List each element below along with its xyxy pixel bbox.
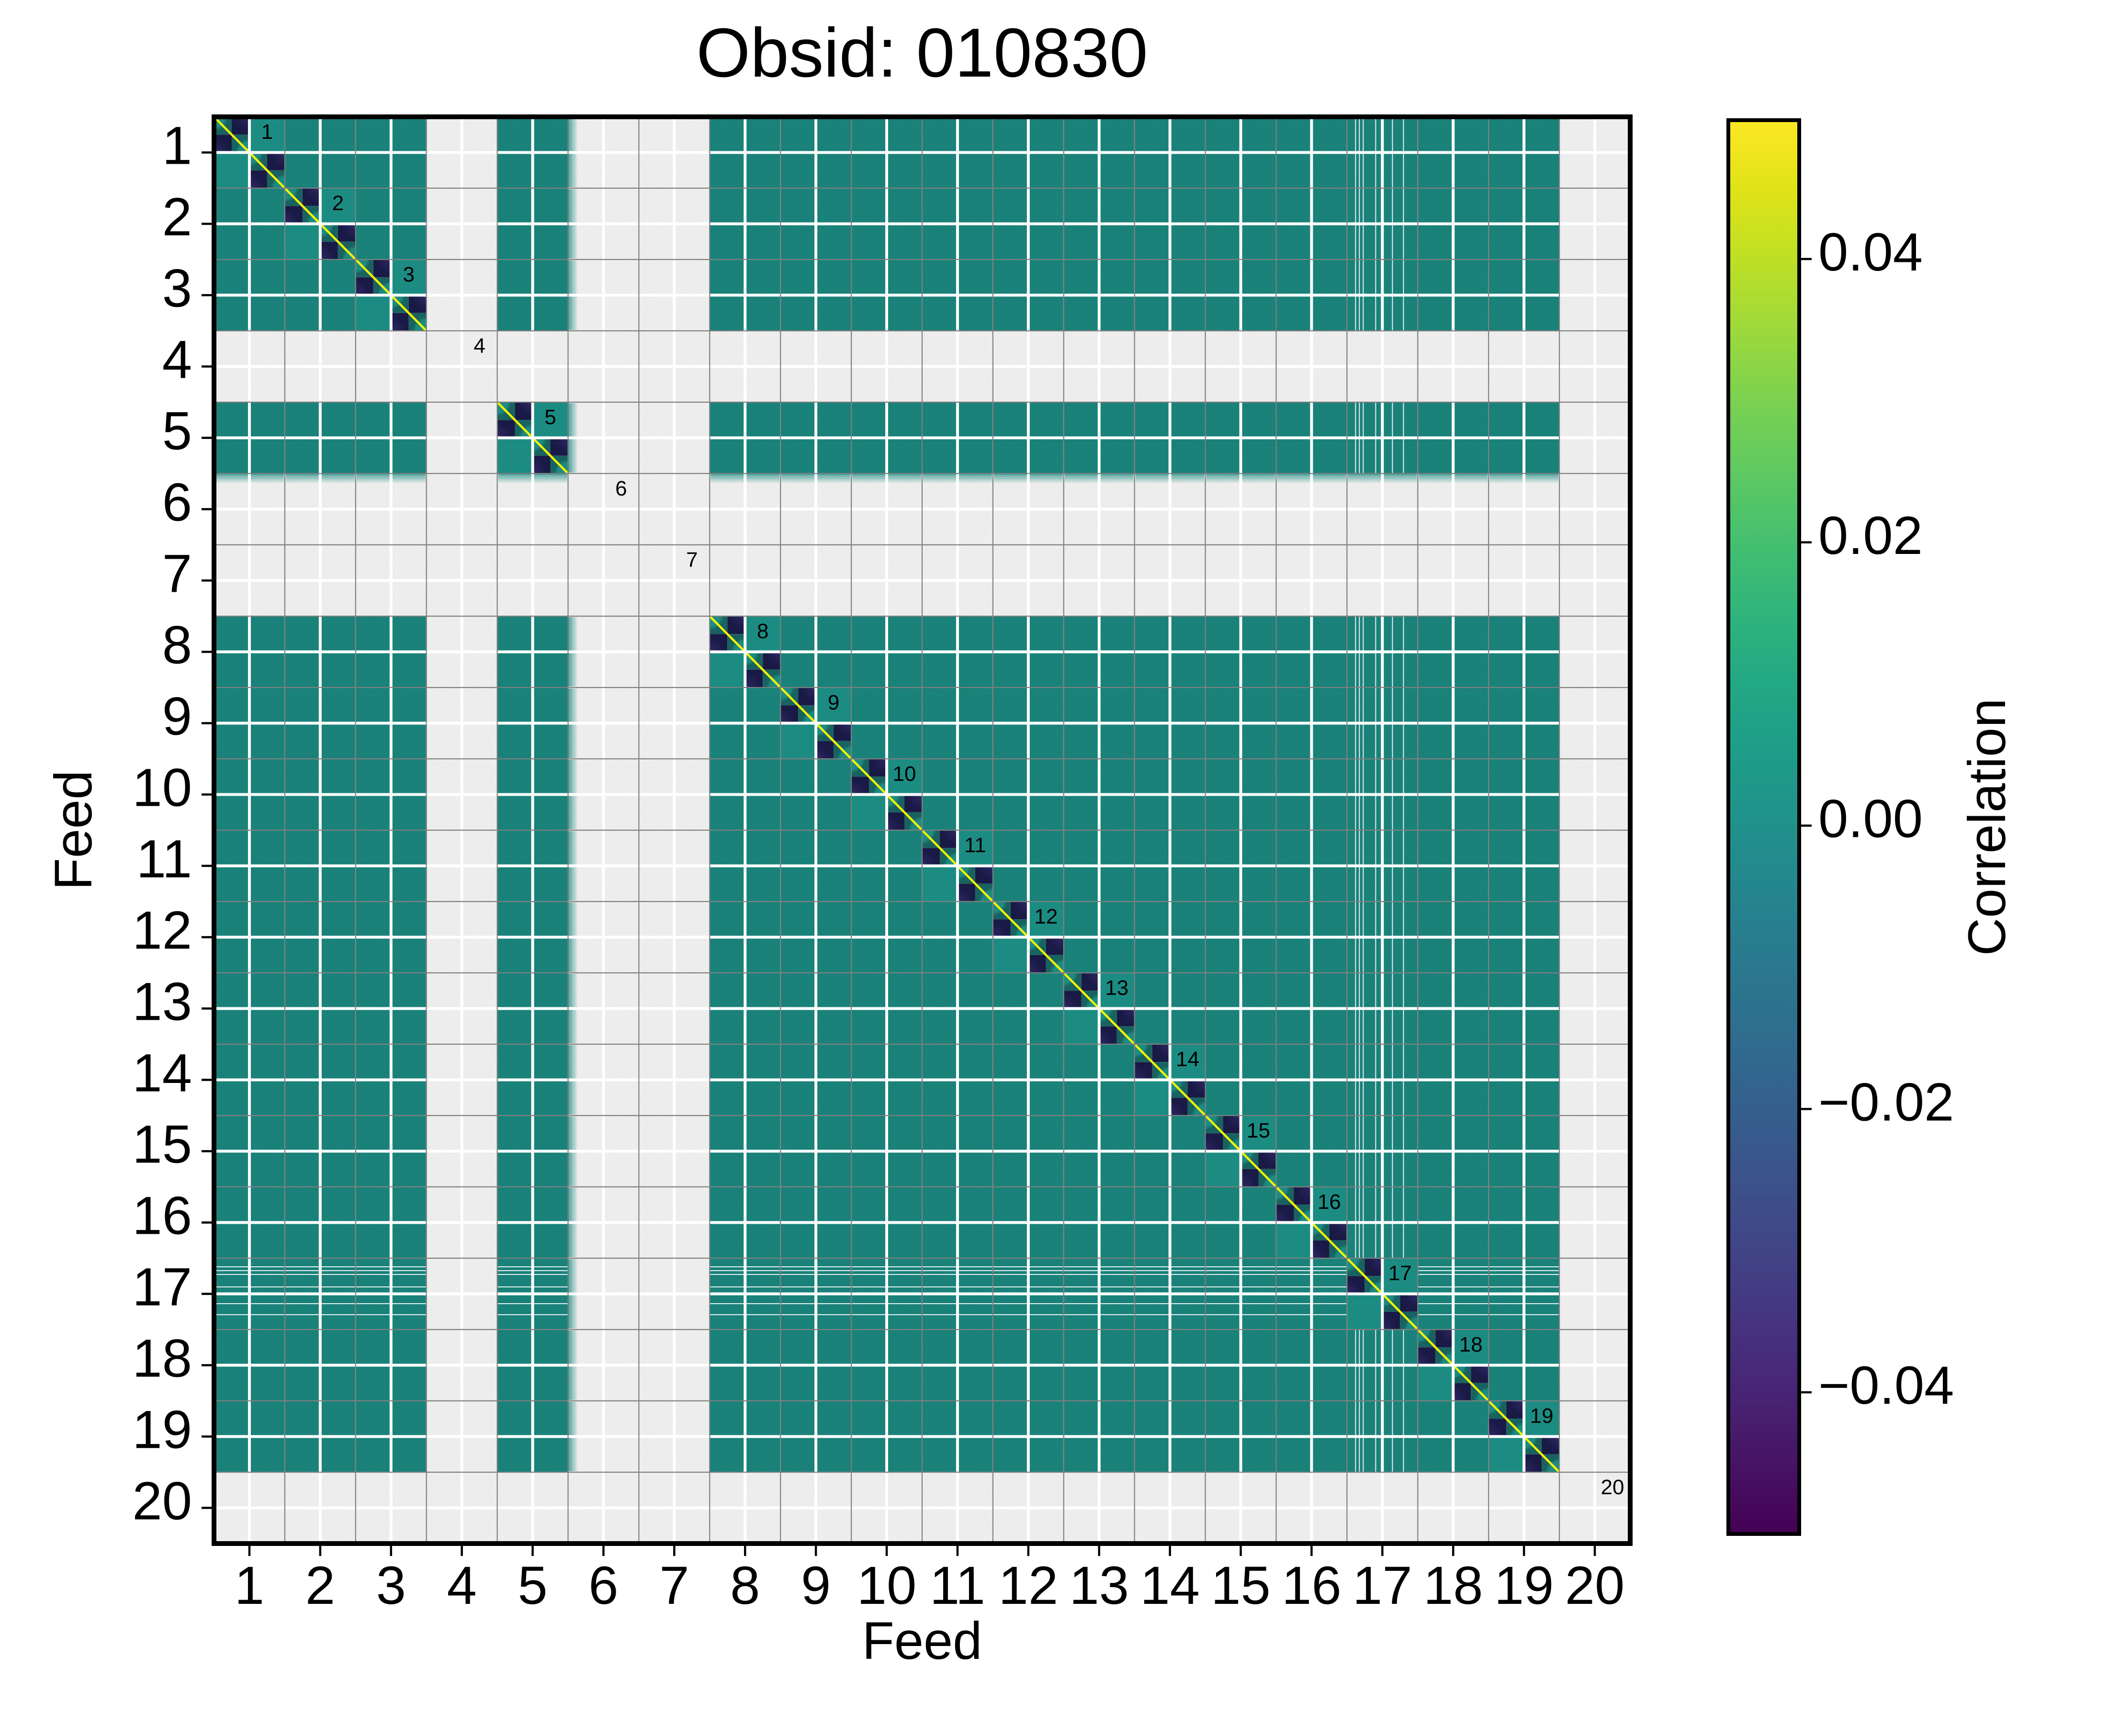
svg-text:19: 19 [132, 1400, 192, 1460]
svg-text:1: 1 [162, 116, 192, 176]
svg-text:−0.04: −0.04 [1818, 1355, 1954, 1415]
svg-text:2: 2 [305, 1556, 335, 1615]
svg-text:10: 10 [857, 1556, 917, 1615]
svg-text:8: 8 [757, 620, 768, 643]
svg-text:16: 16 [1318, 1190, 1341, 1214]
svg-text:2: 2 [162, 187, 192, 247]
svg-text:Correlation: Correlation [1958, 698, 2017, 956]
svg-text:3: 3 [403, 263, 414, 286]
svg-text:17: 17 [1353, 1556, 1412, 1615]
svg-text:15: 15 [1247, 1119, 1270, 1142]
svg-text:6: 6 [588, 1556, 618, 1615]
svg-text:5: 5 [544, 406, 556, 429]
svg-text:13: 13 [1069, 1556, 1129, 1615]
svg-text:11: 11 [930, 1556, 985, 1615]
svg-text:0.02: 0.02 [1818, 506, 1923, 565]
svg-text:14: 14 [1176, 1048, 1199, 1071]
svg-text:16: 16 [1282, 1556, 1341, 1615]
svg-text:4: 4 [162, 330, 192, 390]
svg-text:7: 7 [659, 1556, 689, 1615]
svg-text:1: 1 [261, 120, 273, 144]
svg-text:9: 9 [828, 691, 839, 714]
svg-text:Feed: Feed [44, 770, 103, 891]
svg-text:9: 9 [162, 687, 192, 746]
svg-text:4: 4 [447, 1556, 477, 1615]
svg-text:10: 10 [132, 758, 192, 818]
svg-text:3: 3 [162, 259, 192, 318]
svg-text:12: 12 [1034, 905, 1058, 928]
svg-text:15: 15 [1211, 1556, 1271, 1615]
svg-text:8: 8 [162, 615, 192, 675]
svg-text:7: 7 [162, 544, 192, 604]
svg-text:0.00: 0.00 [1818, 789, 1923, 849]
svg-text:6: 6 [162, 473, 192, 532]
svg-text:20: 20 [1601, 1476, 1624, 1499]
svg-text:16: 16 [132, 1186, 192, 1246]
svg-text:12: 12 [132, 901, 192, 960]
svg-text:1: 1 [235, 1556, 264, 1615]
svg-text:19: 19 [1494, 1556, 1554, 1615]
svg-text:5: 5 [518, 1556, 547, 1615]
svg-text:13: 13 [1105, 976, 1128, 1000]
svg-text:20: 20 [1565, 1556, 1625, 1615]
svg-text:2: 2 [332, 192, 344, 215]
svg-text:4: 4 [473, 334, 485, 358]
svg-text:20: 20 [132, 1471, 192, 1531]
svg-text:15: 15 [132, 1115, 192, 1174]
svg-text:Obsid: 010830: Obsid: 010830 [696, 14, 1148, 91]
svg-text:0.04: 0.04 [1818, 222, 1923, 282]
svg-text:9: 9 [801, 1556, 831, 1615]
svg-text:13: 13 [132, 972, 192, 1032]
svg-text:14: 14 [1140, 1556, 1200, 1615]
svg-text:12: 12 [999, 1556, 1059, 1615]
svg-text:Feed: Feed [862, 1612, 982, 1670]
svg-text:19: 19 [1530, 1404, 1554, 1428]
svg-text:14: 14 [132, 1043, 192, 1103]
svg-text:3: 3 [376, 1556, 406, 1615]
svg-text:18: 18 [1459, 1333, 1483, 1356]
svg-text:11: 11 [964, 834, 986, 857]
svg-text:18: 18 [1423, 1556, 1483, 1615]
svg-text:18: 18 [132, 1329, 192, 1388]
svg-text:17: 17 [132, 1257, 192, 1317]
svg-text:8: 8 [730, 1556, 760, 1615]
svg-text:11: 11 [136, 829, 192, 889]
svg-text:10: 10 [893, 762, 916, 786]
svg-text:6: 6 [615, 477, 627, 500]
svg-text:5: 5 [162, 401, 192, 461]
svg-text:17: 17 [1388, 1262, 1412, 1285]
svg-text:−0.02: −0.02 [1818, 1072, 1954, 1132]
svg-text:7: 7 [686, 548, 698, 572]
